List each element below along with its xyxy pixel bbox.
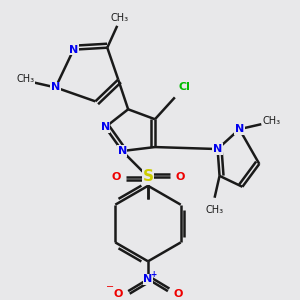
Text: N: N [51,82,60,92]
Text: N: N [118,146,127,156]
Text: O: O [113,289,123,299]
Text: −: − [106,282,114,292]
Text: O: O [173,289,182,299]
Text: CH₃: CH₃ [110,13,128,23]
Text: Cl: Cl [179,82,191,92]
Text: N: N [213,144,222,154]
Text: CH₃: CH₃ [17,74,35,85]
Text: CH₃: CH₃ [206,205,224,214]
Text: O: O [175,172,184,182]
Text: N: N [101,122,110,132]
Text: +: + [150,270,156,279]
Text: O: O [112,172,121,182]
Text: N: N [69,45,78,55]
Text: S: S [142,169,154,184]
Text: N: N [143,274,153,284]
Text: N: N [235,124,244,134]
Text: CH₃: CH₃ [262,116,280,126]
